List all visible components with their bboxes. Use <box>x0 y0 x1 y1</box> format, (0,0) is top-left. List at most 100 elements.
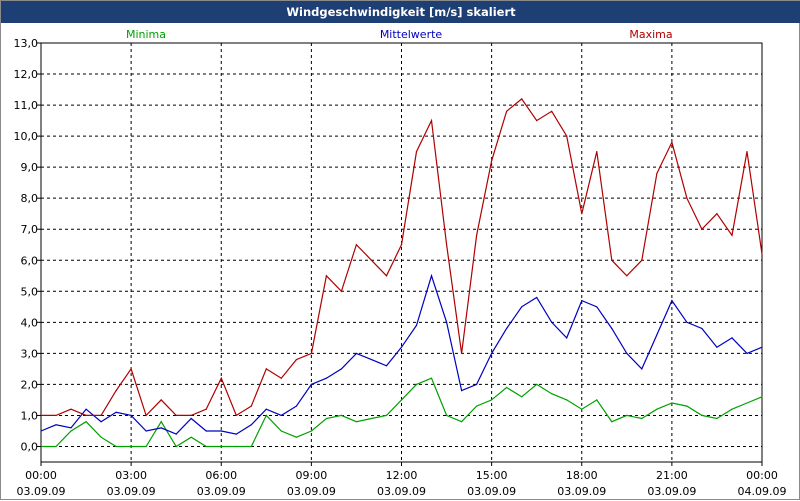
data-point-mittelwerte <box>85 408 87 410</box>
data-point-maxima <box>220 377 222 379</box>
y-tick-label: 6,0 <box>21 254 39 267</box>
data-point-minima <box>566 399 568 401</box>
data-point-maxima <box>355 244 357 246</box>
data-point-mittelwerte <box>611 327 613 330</box>
data-point-maxima <box>716 213 718 215</box>
data-point-minima <box>100 436 102 438</box>
data-point-mittelwerte <box>506 327 508 330</box>
x-tick-date: 03.09.09 <box>467 485 516 498</box>
data-point-mittelwerte <box>355 352 357 354</box>
x-tick-date: 03.09.09 <box>287 485 336 498</box>
x-tick-date: 03.09.09 <box>107 485 156 498</box>
window-title: Windgeschwindigkeit [m/s] skaliert <box>1 1 800 23</box>
data-point-maxima <box>100 414 102 416</box>
y-tick-label: 9,0 <box>21 161 39 174</box>
data-point-maxima <box>641 259 643 261</box>
data-point-minima <box>641 417 643 420</box>
data-point-mittelwerte <box>446 321 448 323</box>
data-point-minima <box>430 377 433 379</box>
x-tick-time: 18:00 <box>566 469 598 482</box>
data-point-minima <box>250 445 252 448</box>
data-point-maxima <box>205 408 207 410</box>
y-tick-label: 7,0 <box>21 223 39 236</box>
data-point-mittelwerte <box>235 433 237 435</box>
data-point-mittelwerte <box>400 346 403 348</box>
data-point-maxima <box>55 414 57 416</box>
y-tick-label: 2,0 <box>21 378 39 391</box>
x-tick-date: 03.09.09 <box>647 485 696 498</box>
data-point-maxima <box>340 290 342 292</box>
data-point-maxima <box>521 98 523 100</box>
data-point-mittelwerte <box>415 324 418 326</box>
data-point-maxima <box>190 414 192 416</box>
data-point-mittelwerte <box>250 424 252 426</box>
x-tick-time: 12:00 <box>386 469 418 482</box>
x-tick-date: 03.09.09 <box>557 485 606 498</box>
y-tick-label: 12,0 <box>14 68 39 81</box>
data-point-mittelwerte <box>295 405 297 407</box>
data-point-mittelwerte <box>746 352 748 354</box>
y-tick-label: 11,0 <box>14 99 39 112</box>
data-point-minima <box>611 421 613 423</box>
data-point-mittelwerte <box>551 321 553 323</box>
data-point-minima <box>761 396 763 398</box>
x-tick-date: 03.09.09 <box>197 485 246 498</box>
data-point-maxima <box>461 352 463 354</box>
x-tick-time: 15:00 <box>476 469 508 482</box>
data-point-minima <box>716 417 718 420</box>
data-point-minima <box>145 445 147 448</box>
data-point-minima <box>731 408 733 410</box>
data-point-maxima <box>761 253 763 255</box>
data-point-mittelwerte <box>430 275 433 277</box>
legend-maxima: Maxima <box>629 28 672 41</box>
data-point-minima <box>220 445 222 448</box>
x-tick-time: 06:00 <box>205 469 237 482</box>
data-point-minima <box>400 399 403 401</box>
data-point-minima <box>265 414 267 416</box>
data-point-maxima <box>566 135 568 137</box>
data-point-mittelwerte <box>325 377 327 379</box>
x-tick-date: 03.09.09 <box>17 485 66 498</box>
data-point-minima <box>85 421 87 423</box>
x-axis-ticks: 00:00 03.09.09 03:00 03.09.09 06:00 03.09.09 0… <box>17 462 786 498</box>
data-point-mittelwerte <box>596 306 598 308</box>
data-point-maxima <box>160 399 162 401</box>
data-point-mittelwerte <box>70 427 72 429</box>
x-tick-time: 09:00 <box>296 469 328 482</box>
x-tick-time: 21:00 <box>656 469 688 482</box>
x-tick-time: 00:00 <box>25 469 57 482</box>
data-point-maxima <box>596 151 598 153</box>
data-point-mittelwerte <box>160 427 162 429</box>
data-point-maxima <box>746 151 748 153</box>
y-tick-label: 13,0 <box>14 37 39 50</box>
data-point-mittelwerte <box>641 368 643 370</box>
data-point-minima <box>656 408 658 410</box>
data-point-mittelwerte <box>175 433 177 435</box>
data-point-minima <box>521 396 523 398</box>
data-point-mittelwerte <box>340 368 342 370</box>
data-point-maxima <box>581 213 583 215</box>
data-point-maxima <box>430 120 433 122</box>
data-point-maxima <box>85 414 87 416</box>
data-point-minima <box>175 445 177 448</box>
data-point-maxima <box>115 390 117 392</box>
data-point-mittelwerte <box>731 337 733 339</box>
data-point-mittelwerte <box>280 414 282 416</box>
data-point-minima <box>190 436 192 438</box>
data-point-minima <box>415 383 418 385</box>
data-point-minima <box>506 386 508 389</box>
data-point-maxima <box>145 414 147 416</box>
data-point-mittelwerte <box>536 296 538 299</box>
data-point-maxima <box>656 172 658 174</box>
data-point-maxima <box>731 234 733 236</box>
data-point-maxima <box>506 110 508 112</box>
data-point-minima <box>551 393 553 395</box>
data-point-minima <box>626 414 628 416</box>
data-point-maxima <box>295 359 297 361</box>
data-point-maxima <box>626 275 628 277</box>
data-point-mittelwerte <box>521 306 523 308</box>
series-layer <box>40 98 763 448</box>
data-point-maxima <box>446 244 448 246</box>
data-point-mittelwerte <box>476 383 478 385</box>
